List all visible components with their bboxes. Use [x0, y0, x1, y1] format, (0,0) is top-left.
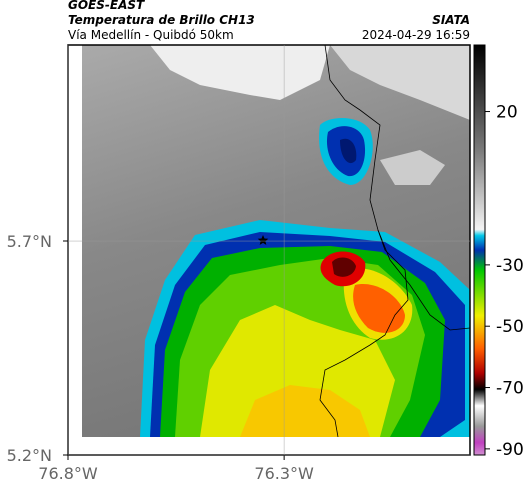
- colorbar-label: -90: [496, 440, 524, 460]
- y-tick-label: 5.7°N: [7, 232, 52, 251]
- colorbar: [473, 44, 486, 456]
- colorbar-label: -50: [496, 317, 524, 337]
- colorbar-label: 20: [496, 103, 518, 123]
- timestamp: 2024-04-29 16:59: [362, 28, 470, 42]
- subtitle: Temperatura de Brillo CH13: [68, 13, 255, 27]
- location-marker: [257, 235, 269, 245]
- x-tick-label: 76.3°W: [254, 464, 314, 483]
- y-tick-label: 5.2°N: [7, 446, 52, 465]
- x-tick-label: 76.8°W: [38, 464, 98, 483]
- colorbar-label: -70: [496, 379, 524, 399]
- satellite-image: [82, 45, 470, 437]
- region: Vía Medellín - Quibdó 50km: [68, 28, 234, 42]
- colorbar-label: -30: [496, 256, 524, 276]
- title: GOES-EAST: [68, 0, 145, 12]
- source: SIATA: [432, 13, 470, 27]
